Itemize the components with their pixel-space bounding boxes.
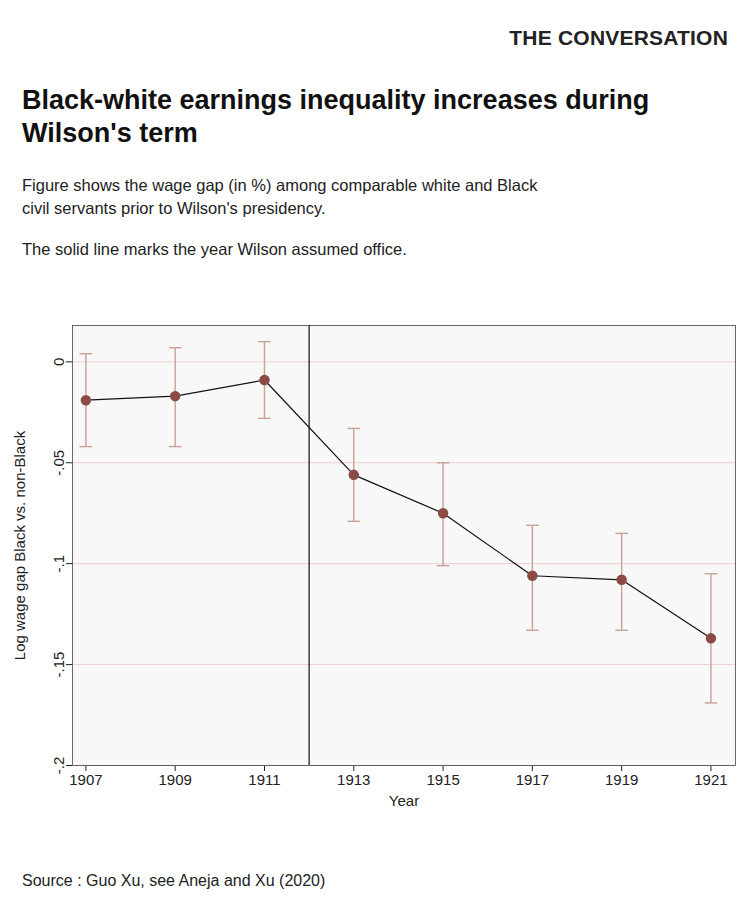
svg-text:1907: 1907 <box>69 771 102 788</box>
html-text:The solid line marks the year: The solid line marks the year Wilson ass… <box>22 240 407 258</box>
html-text:Black-white earnings inequalit: Black-white earnings inequality increase… <box>22 85 650 148</box>
svg-text:-.05: -.05 <box>50 450 67 476</box>
html-text:Figure shows the wage gap (in: Figure shows the wage gap (in %) among c… <box>22 176 538 217</box>
svg-text:1915: 1915 <box>426 771 459 788</box>
svg-text:-.1: -.1 <box>50 555 67 573</box>
html-text:Source : Guo Xu, see Aneja and: Source : Guo Xu, see Aneja and Xu (2020) <box>22 872 326 889</box>
svg-text:-.2: -.2 <box>50 757 67 775</box>
svg-text:1917: 1917 <box>516 771 549 788</box>
svg-text:-.15: -.15 <box>50 652 67 678</box>
svg-text:1913: 1913 <box>337 771 370 788</box>
svg-text:Year: Year <box>389 792 419 809</box>
svg-text:Log wage gap Black vs. non-Bla: Log wage gap Black vs. non-Black <box>11 430 28 660</box>
svg-text:1921: 1921 <box>694 771 727 788</box>
svg-text:1919: 1919 <box>605 771 638 788</box>
svg-text:1911: 1911 <box>248 771 280 788</box>
svg-text:1909: 1909 <box>158 771 191 788</box>
html-text:THE CONVERSATION: THE CONVERSATION <box>509 26 728 49</box>
svg-text:0: 0 <box>50 358 67 366</box>
